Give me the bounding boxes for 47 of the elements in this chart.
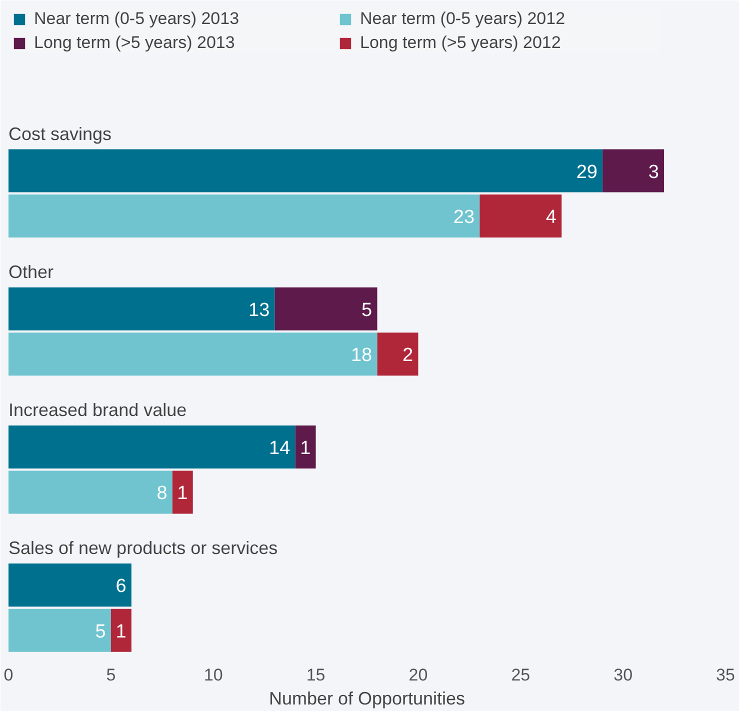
data-label: 14	[269, 438, 291, 459]
y-tick-label: Increased brand value	[8, 400, 187, 420]
data-label: 23	[453, 207, 475, 228]
data-label: 1	[300, 438, 311, 459]
legend-label: Near term (0-5 years) 2013	[34, 9, 240, 29]
data-label: 1	[116, 621, 126, 642]
bar	[602, 149, 664, 192]
bar	[295, 425, 316, 468]
x-tick-label: 25	[511, 666, 530, 684]
legend-label: Long term (>5 years) 2012	[360, 33, 562, 53]
data-label: 2	[402, 345, 414, 366]
data-label: 4	[546, 207, 557, 228]
data-label: 6	[116, 576, 126, 598]
bar	[110, 608, 132, 652]
bar	[377, 332, 418, 376]
y-tick-label: Other	[8, 262, 54, 282]
bar	[8, 608, 111, 652]
x-tick-label: 20	[408, 666, 428, 684]
bar	[172, 470, 193, 514]
data-label: 18	[350, 345, 372, 366]
data-label: 3	[648, 162, 659, 183]
data-label: 5	[362, 300, 372, 321]
data-label: 29	[576, 162, 598, 183]
x-tick-label: 30	[614, 666, 633, 684]
x-tick-label: 15	[306, 666, 326, 684]
data-label: 5	[95, 621, 106, 642]
legend-label: Long term (>5 years) 2013	[34, 33, 236, 53]
bar	[274, 287, 378, 330]
legend-label: Near term (0-5 years) 2012	[360, 9, 566, 29]
x-tick-label: 5	[106, 666, 116, 684]
bar	[8, 564, 132, 607]
bar	[8, 287, 275, 330]
bar	[8, 470, 172, 514]
y-tick-label: Sales of new products or services	[8, 538, 278, 558]
bar	[8, 194, 480, 238]
data-label: 8	[156, 483, 168, 504]
x-tick-label: 0	[4, 666, 14, 684]
y-tick-label: Cost savings	[8, 124, 112, 144]
x-axis-title: Number of Opportunities	[268, 688, 466, 708]
data-label: 13	[248, 300, 270, 321]
bar	[8, 425, 296, 468]
x-tick-label: 35	[716, 666, 735, 684]
bar	[8, 332, 378, 376]
bar	[480, 194, 562, 238]
bar	[8, 149, 603, 192]
x-tick-label: 10	[204, 666, 223, 684]
data-label: 1	[177, 483, 188, 504]
